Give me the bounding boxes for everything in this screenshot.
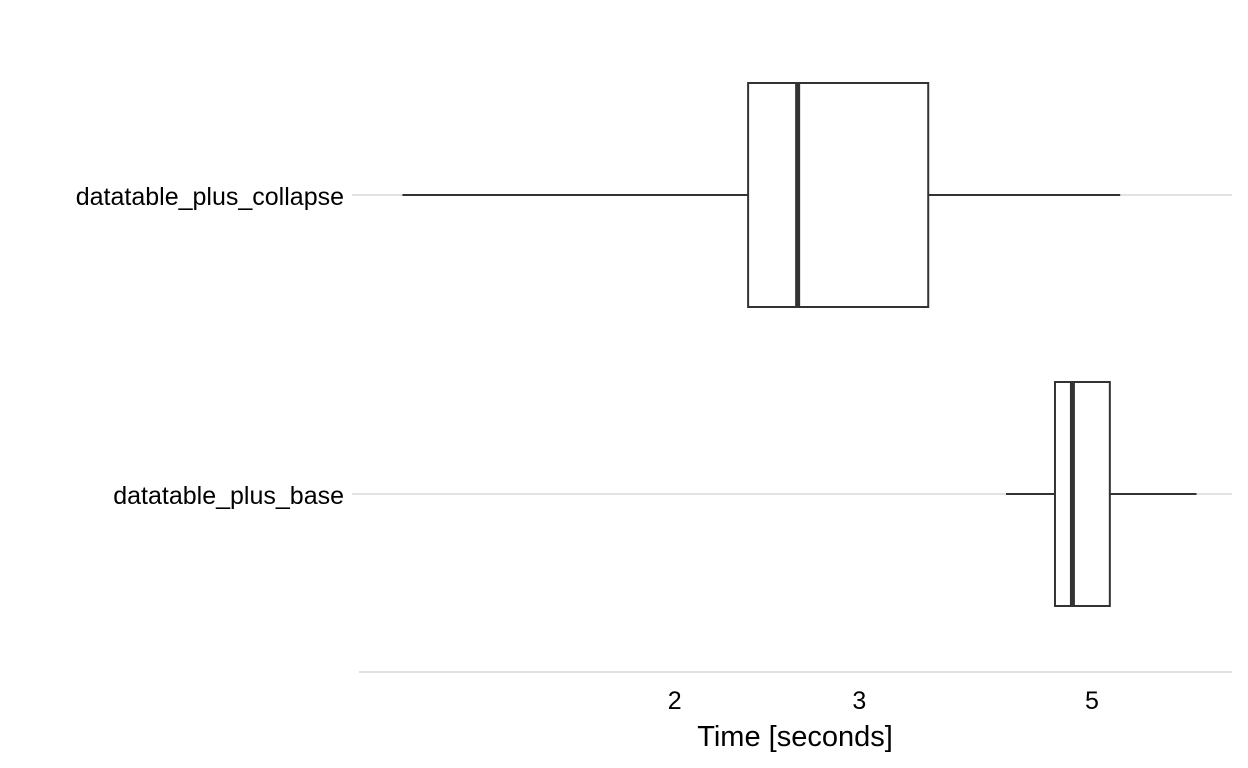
y-tick-label: datatable_plus_collapse bbox=[76, 183, 344, 211]
boxes bbox=[402, 82, 1197, 607]
y-tick-label: datatable_plus_base bbox=[113, 482, 344, 510]
box-iqr bbox=[1053, 381, 1111, 607]
box-iqr bbox=[747, 82, 930, 308]
y-tick-labels: datatable_plus_collapse datatable_plus_ba… bbox=[76, 183, 344, 510]
box-datatable_plus_collapse bbox=[402, 82, 1121, 308]
x-axis-title: Time [seconds] bbox=[697, 721, 893, 753]
x-tick-label: 5 bbox=[1085, 687, 1099, 715]
x-tick-label: 3 bbox=[852, 687, 866, 715]
box-datatable_plus_base bbox=[1006, 381, 1197, 607]
x-tick-labels: 2 3 5 bbox=[668, 687, 1099, 715]
x-tick-label: 2 bbox=[668, 687, 682, 715]
